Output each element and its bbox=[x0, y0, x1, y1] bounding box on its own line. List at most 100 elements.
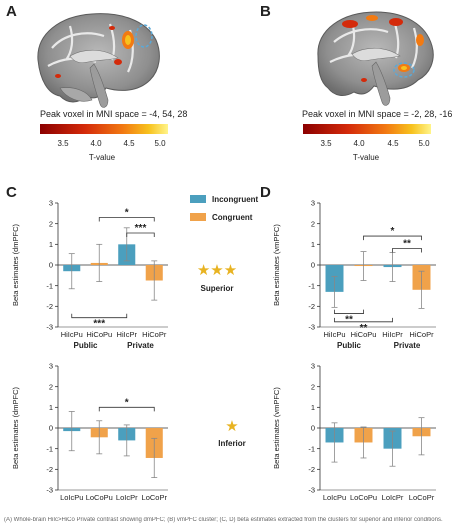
colorbar-b-tick-4: 5.0 bbox=[418, 139, 430, 148]
significance-bracket bbox=[392, 248, 422, 253]
significance-label: *** bbox=[135, 223, 147, 234]
y-tick-label: 3 bbox=[311, 362, 315, 371]
colorbar-b-tick-3: 4.5 bbox=[387, 139, 399, 148]
panel-letter-d: D bbox=[260, 184, 271, 201]
significance-bracket bbox=[334, 317, 393, 323]
peak-voxel-label-b: Peak voxel in MNI space = -2, 28, -16 bbox=[302, 109, 452, 119]
y-tick-label: 1 bbox=[49, 403, 53, 412]
significance-label: ** bbox=[403, 238, 411, 249]
y-tick-label: 3 bbox=[311, 199, 315, 208]
chart-vmpfc-superior: 3 2 1 0 -1 -2 -3 Beta estimates (vmPFC) HiIcPu Hi… bbox=[272, 199, 436, 350]
y-tick-label: -1 bbox=[46, 444, 53, 453]
x-tick-label: LoIcPu bbox=[323, 493, 346, 502]
legend-swatch-congruent bbox=[190, 213, 206, 221]
significance-bracket bbox=[363, 235, 422, 241]
legend-swatch-incongruent bbox=[190, 195, 206, 203]
y-tick-label: 0 bbox=[49, 424, 53, 433]
colorbar-b-tick-1: 3.5 bbox=[320, 139, 332, 148]
y-tick-label: -2 bbox=[308, 302, 315, 311]
inferior-label: Inferior bbox=[218, 439, 246, 448]
significance-label: * bbox=[125, 207, 129, 218]
y-tick-label: 0 bbox=[311, 261, 315, 270]
y-tick-label: -3 bbox=[46, 323, 53, 332]
x-tick-label: HiCoPr bbox=[409, 330, 434, 339]
y-tick-label: -3 bbox=[308, 486, 315, 495]
x-tick-label: HiCoPr bbox=[142, 330, 167, 339]
group-label-private: Private bbox=[394, 341, 421, 350]
colorbar-a-tick-4: 5.0 bbox=[154, 139, 166, 148]
y-tick-label: -3 bbox=[308, 323, 315, 332]
y-tick-label: 0 bbox=[311, 424, 315, 433]
significance-label: *** bbox=[93, 319, 105, 330]
significance-bracket bbox=[98, 217, 155, 222]
y-tick-label: -1 bbox=[308, 444, 315, 453]
panel-letter-b: B bbox=[260, 3, 271, 20]
panel-letter-c: C bbox=[6, 184, 17, 201]
y-tick-label: -1 bbox=[46, 281, 53, 290]
colorbar-a-tick-2: 4.0 bbox=[90, 139, 102, 148]
y-tick-label: -1 bbox=[308, 281, 315, 290]
y-tick-label: -2 bbox=[46, 302, 53, 311]
significance-label: ** bbox=[360, 323, 368, 334]
y-axis-title: Beta estimates (vmPFC) bbox=[272, 224, 281, 306]
colorbar-a bbox=[40, 124, 168, 134]
y-tick-label: 2 bbox=[311, 382, 315, 391]
x-tick-label: HiIcPu bbox=[61, 330, 83, 339]
x-tick-label: LoCoPr bbox=[409, 493, 435, 502]
y-tick-label: 0 bbox=[49, 261, 53, 270]
significance-bracket bbox=[98, 406, 155, 412]
significance-bracket bbox=[334, 309, 364, 314]
y-tick-label: 3 bbox=[49, 199, 53, 208]
group-label-public: Public bbox=[73, 341, 98, 350]
colorbar-b-tick-2: 4.0 bbox=[353, 139, 365, 148]
brain-image-a bbox=[37, 13, 160, 108]
x-tick-label: HiCoPu bbox=[351, 330, 377, 339]
x-tick-label: LoIcPr bbox=[382, 493, 404, 502]
y-tick-label: 2 bbox=[311, 219, 315, 228]
group-label-public: Public bbox=[337, 341, 362, 350]
chart-dmpfc-superior: 3 2 1 0 -1 -2 -3 Beta estimates (dmPFC) HiIcPu Hi… bbox=[11, 199, 168, 350]
y-tick-label: -2 bbox=[308, 465, 315, 474]
panel-letter-a: A bbox=[6, 3, 17, 20]
group-label-private: Private bbox=[127, 341, 154, 350]
x-tick-label: LoCoPr bbox=[142, 493, 168, 502]
significance-bracket bbox=[126, 232, 155, 237]
colorbar-a-title: T-value bbox=[89, 153, 116, 162]
x-tick-label: HiIcPr bbox=[382, 330, 403, 339]
y-tick-label: -2 bbox=[46, 465, 53, 474]
x-tick-label: LoCoPu bbox=[350, 493, 377, 502]
colorbar-a-tick-1: 3.5 bbox=[57, 139, 69, 148]
figure-caption: (A) Whole-brain HiIc>HiCo Private contra… bbox=[4, 517, 443, 523]
y-axis-title: Beta estimates (vmPFC) bbox=[272, 387, 281, 469]
legend: Incongruent Congruent bbox=[190, 195, 259, 222]
significance-bracket bbox=[71, 313, 128, 319]
x-tick-label: LoIcPu bbox=[60, 493, 83, 502]
legend-label-congruent: Congruent bbox=[212, 213, 253, 222]
superior-stars: ★★★ bbox=[197, 261, 237, 279]
chart-vmpfc-inferior: 3 2 1 0 -1 -2 -3 Beta estimates (vmPFC) LoIcPu Lo… bbox=[272, 362, 436, 502]
y-axis-title: Beta estimates (dmPFC) bbox=[11, 223, 20, 306]
significance-label: ** bbox=[345, 315, 353, 326]
significance-label: * bbox=[391, 226, 395, 237]
y-axis-title: Beta estimates (dmPFC) bbox=[11, 386, 20, 469]
y-tick-label: 2 bbox=[49, 219, 53, 228]
y-tick-label: 1 bbox=[49, 240, 53, 249]
x-tick-label: HiIcPu bbox=[323, 330, 345, 339]
legend-label-incongruent: Incongruent bbox=[212, 195, 259, 204]
significance-label: * bbox=[125, 397, 129, 408]
x-tick-label: LoIcPr bbox=[116, 493, 138, 502]
brain-image-b bbox=[317, 11, 434, 106]
x-tick-label: LoCoPu bbox=[86, 493, 113, 502]
colorbar-b-title: T-value bbox=[353, 153, 380, 162]
peak-voxel-label-a: Peak voxel in MNI space = -4, 54, 28 bbox=[40, 109, 187, 119]
y-tick-label: 1 bbox=[311, 403, 315, 412]
y-tick-label: 3 bbox=[49, 362, 53, 371]
y-tick-label: -3 bbox=[46, 486, 53, 495]
inferior-stars: ★ bbox=[225, 417, 238, 435]
colorbar-a-tick-3: 4.5 bbox=[123, 139, 135, 148]
y-tick-label: 2 bbox=[49, 382, 53, 391]
superior-label: Superior bbox=[201, 284, 234, 293]
colorbar-b bbox=[303, 124, 431, 134]
